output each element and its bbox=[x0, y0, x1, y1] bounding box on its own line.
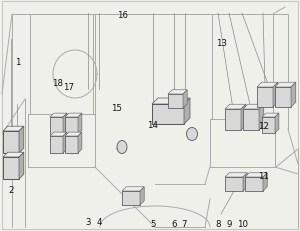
Polygon shape bbox=[241, 105, 246, 131]
Polygon shape bbox=[243, 173, 247, 191]
Bar bbox=[257, 88, 273, 108]
Ellipse shape bbox=[187, 128, 197, 141]
Polygon shape bbox=[140, 187, 144, 205]
Polygon shape bbox=[273, 83, 278, 108]
Text: 7: 7 bbox=[182, 219, 187, 228]
Bar bbox=[122, 191, 140, 205]
Bar bbox=[245, 177, 263, 191]
Text: 1: 1 bbox=[15, 58, 20, 66]
Text: 18: 18 bbox=[52, 79, 63, 88]
Polygon shape bbox=[65, 114, 82, 118]
Text: 2: 2 bbox=[9, 185, 14, 194]
Polygon shape bbox=[19, 127, 24, 153]
Bar bbox=[50, 137, 63, 153]
Ellipse shape bbox=[117, 141, 127, 154]
Bar bbox=[50, 118, 63, 134]
Bar bbox=[152, 105, 184, 125]
Polygon shape bbox=[19, 152, 24, 179]
Polygon shape bbox=[225, 173, 247, 177]
Polygon shape bbox=[275, 83, 296, 88]
Polygon shape bbox=[78, 114, 82, 134]
Polygon shape bbox=[245, 173, 267, 177]
Bar bbox=[262, 118, 275, 134]
Polygon shape bbox=[50, 133, 67, 137]
Polygon shape bbox=[3, 127, 24, 131]
Text: 3: 3 bbox=[86, 217, 91, 226]
Bar bbox=[275, 88, 291, 108]
Polygon shape bbox=[63, 114, 67, 134]
Polygon shape bbox=[50, 114, 67, 118]
Polygon shape bbox=[152, 99, 190, 105]
Polygon shape bbox=[122, 187, 144, 191]
Polygon shape bbox=[168, 90, 187, 94]
Polygon shape bbox=[3, 152, 24, 157]
Polygon shape bbox=[243, 105, 264, 109]
Polygon shape bbox=[183, 90, 187, 109]
Text: 12: 12 bbox=[258, 122, 269, 130]
Polygon shape bbox=[257, 83, 278, 88]
Polygon shape bbox=[291, 83, 296, 108]
Text: 11: 11 bbox=[258, 171, 269, 180]
Polygon shape bbox=[259, 105, 264, 131]
Bar bbox=[225, 177, 243, 191]
Polygon shape bbox=[263, 173, 267, 191]
Text: 14: 14 bbox=[147, 121, 158, 130]
Polygon shape bbox=[63, 133, 67, 153]
Text: 15: 15 bbox=[111, 104, 122, 112]
Bar bbox=[65, 118, 78, 134]
Text: 16: 16 bbox=[117, 11, 128, 19]
Bar bbox=[168, 94, 183, 109]
Text: 9: 9 bbox=[226, 219, 232, 228]
Bar bbox=[243, 109, 259, 131]
Text: 10: 10 bbox=[237, 219, 248, 228]
Text: 5: 5 bbox=[150, 219, 156, 228]
Polygon shape bbox=[275, 114, 279, 134]
Bar bbox=[225, 109, 241, 131]
Bar bbox=[3, 131, 19, 153]
Text: 13: 13 bbox=[216, 39, 227, 48]
Polygon shape bbox=[78, 133, 82, 153]
Text: 6: 6 bbox=[171, 219, 177, 228]
Polygon shape bbox=[184, 99, 190, 125]
Text: 17: 17 bbox=[63, 83, 74, 92]
Polygon shape bbox=[262, 114, 279, 118]
Bar bbox=[65, 137, 78, 153]
Polygon shape bbox=[65, 133, 82, 137]
Text: 4: 4 bbox=[96, 217, 102, 226]
Text: 8: 8 bbox=[216, 219, 221, 228]
Bar bbox=[3, 157, 19, 179]
Polygon shape bbox=[225, 105, 246, 109]
